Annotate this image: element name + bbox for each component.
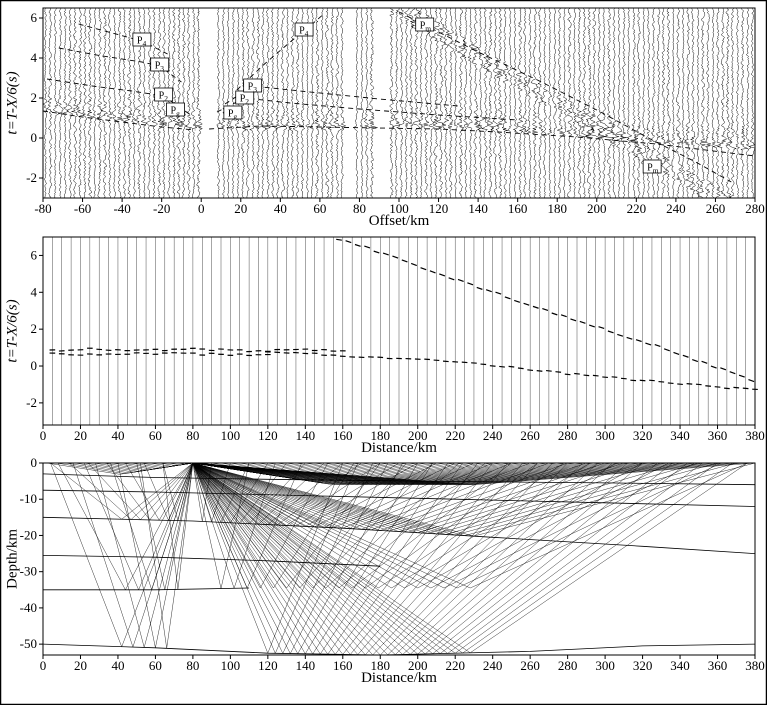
svg-text:200: 200 <box>408 428 428 443</box>
svg-text:380: 380 <box>745 428 765 443</box>
ray-diagram-panel: 0 20 40 60 80 100 120 140 160 180 200 220 240 260 280 3… <box>20 455 765 673</box>
svg-text:20: 20 <box>234 201 247 216</box>
svg-text:80: 80 <box>186 428 199 443</box>
svg-text:-10: -10 <box>20 491 37 506</box>
record-section-xlabel: Offset/km <box>368 213 430 229</box>
svg-text:0: 0 <box>31 455 38 470</box>
svg-text:180: 180 <box>371 428 391 443</box>
svg-text:360: 360 <box>708 658 728 673</box>
svg-text:80: 80 <box>186 658 199 673</box>
svg-text:60: 60 <box>149 428 162 443</box>
svg-text:P4: P4 <box>299 26 309 39</box>
svg-text:P3: P3 <box>248 82 258 95</box>
svg-text:Pm: Pm <box>420 21 432 34</box>
svg-text:2: 2 <box>31 321 38 336</box>
svg-text:-40: -40 <box>113 201 130 216</box>
svg-text:40: 40 <box>111 658 124 673</box>
svg-text:-2: -2 <box>26 395 37 410</box>
svg-text:-2: -2 <box>26 170 37 185</box>
svg-text:280: 280 <box>745 201 765 216</box>
svg-text:60: 60 <box>313 201 326 216</box>
svg-text:240: 240 <box>483 428 503 443</box>
svg-text:Pm: Pm <box>647 163 659 176</box>
svg-text:0: 0 <box>198 201 205 216</box>
svg-text:20: 20 <box>74 658 87 673</box>
svg-text:Pg: Pg <box>228 109 238 122</box>
svg-text:360: 360 <box>708 428 728 443</box>
svg-text:4: 4 <box>31 50 38 65</box>
svg-text:380: 380 <box>745 658 765 673</box>
svg-text:-20: -20 <box>20 527 37 542</box>
svg-text:120: 120 <box>258 428 278 443</box>
svg-text:280: 280 <box>558 428 578 443</box>
svg-text:-80: -80 <box>34 201 51 216</box>
svg-text:0: 0 <box>40 428 47 443</box>
svg-text:240: 240 <box>483 658 503 673</box>
svg-text:220: 220 <box>627 201 647 216</box>
svg-text:260: 260 <box>520 658 540 673</box>
svg-text:200: 200 <box>408 658 428 673</box>
svg-text:-40: -40 <box>20 600 37 615</box>
travel-time-ylabel: t=T-X/6(s) <box>4 299 21 363</box>
svg-text:320: 320 <box>633 428 653 443</box>
svg-text:-60: -60 <box>74 201 91 216</box>
svg-text:6: 6 <box>31 247 38 262</box>
svg-text:160: 160 <box>333 658 353 673</box>
svg-text:200: 200 <box>587 201 607 216</box>
ray-diagram-ylabel: Depth/km <box>4 529 21 589</box>
svg-text:4: 4 <box>31 284 38 299</box>
svg-text:140: 140 <box>296 658 316 673</box>
svg-text:P4: P4 <box>137 36 147 49</box>
svg-text:120: 120 <box>258 658 278 673</box>
svg-text:-50: -50 <box>20 636 37 651</box>
svg-text:40: 40 <box>274 201 287 216</box>
svg-text:60: 60 <box>149 658 162 673</box>
svg-text:40: 40 <box>111 428 124 443</box>
svg-text:220: 220 <box>445 428 465 443</box>
svg-text:0: 0 <box>31 358 38 373</box>
svg-text:P3: P3 <box>155 61 165 74</box>
svg-text:300: 300 <box>595 428 615 443</box>
svg-text:100: 100 <box>221 658 241 673</box>
svg-text:180: 180 <box>371 658 391 673</box>
svg-text:260: 260 <box>706 201 726 216</box>
record-section-ylabel: t=T-X/6(s) <box>4 71 21 135</box>
svg-text:340: 340 <box>670 658 690 673</box>
svg-text:160: 160 <box>508 201 528 216</box>
svg-text:160: 160 <box>333 428 353 443</box>
svg-text:140: 140 <box>296 428 316 443</box>
svg-text:340: 340 <box>670 428 690 443</box>
svg-text:-20: -20 <box>153 201 170 216</box>
svg-text:140: 140 <box>468 201 488 216</box>
svg-text:P2: P2 <box>240 94 250 107</box>
ray-diagram-xlabel: Distance/km <box>361 670 437 686</box>
svg-text:300: 300 <box>595 658 615 673</box>
svg-text:0: 0 <box>40 658 47 673</box>
svg-text:2: 2 <box>31 90 38 105</box>
svg-text:260: 260 <box>520 428 540 443</box>
svg-text:0: 0 <box>31 130 38 145</box>
svg-text:P2: P2 <box>159 91 169 104</box>
svg-text:Pg: Pg <box>171 106 181 119</box>
svg-text:80: 80 <box>353 201 366 216</box>
svg-text:100: 100 <box>221 428 241 443</box>
svg-text:280: 280 <box>558 658 578 673</box>
svg-text:100: 100 <box>389 201 409 216</box>
svg-text:-30: -30 <box>20 564 37 579</box>
svg-text:6: 6 <box>31 10 38 25</box>
travel-time-xlabel: Distance/km <box>361 440 437 456</box>
svg-text:220: 220 <box>445 658 465 673</box>
svg-text:20: 20 <box>74 428 87 443</box>
svg-text:320: 320 <box>633 658 653 673</box>
svg-text:180: 180 <box>547 201 567 216</box>
svg-text:240: 240 <box>666 201 686 216</box>
svg-text:120: 120 <box>429 201 449 216</box>
travel-time-panel: 0 20 40 60 80 100 120 140 160 180 200 220 240 260 280 3… <box>26 236 765 443</box>
